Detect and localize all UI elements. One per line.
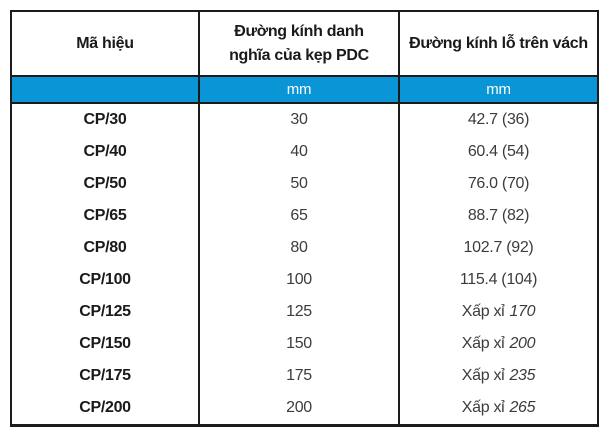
nominal-cell: 125 (200, 296, 400, 328)
hole-approx-value: 235 (509, 367, 536, 384)
hole-value: 42.7 (36) (467, 111, 530, 128)
code-cell: CP/200 (12, 392, 200, 424)
code-cell: CP/50 (12, 168, 200, 200)
hole-value: 60.4 (54) (467, 143, 530, 160)
hole-value: Xấp xỉ (461, 367, 505, 384)
nominal-cell: 175 (200, 360, 400, 392)
hole-cell: 102.7 (92) (400, 232, 597, 264)
hole-cell: Xấp xỉ 200 (400, 328, 597, 360)
code-cell: CP/30 (12, 104, 200, 136)
unit-cell-blank (12, 77, 200, 104)
unit-cell-hole-mm: mm (400, 77, 597, 104)
hole-value: 115.4 (104) (459, 271, 538, 288)
hole-cell: Xấp xỉ 170 (400, 296, 597, 328)
code-cell: CP/40 (12, 136, 200, 168)
nominal-cell: 150 (200, 328, 400, 360)
hole-cell: Xấp xỉ 265 (400, 392, 597, 424)
header-cell-nominal-diameter: Đường kính danh nghĩa của kẹp PDC (200, 12, 400, 77)
hole-cell: Xấp xỉ 235 (400, 360, 597, 392)
pdc-clamp-spec-table: Mã hiệu Đường kính danh nghĩa của kẹp PD… (10, 10, 599, 427)
hole-approx-value: 265 (509, 399, 536, 416)
header-cell-hole-diameter: Đường kính lỗ trên vách (400, 12, 597, 77)
code-cell: CP/100 (12, 264, 200, 296)
hole-approx-value: 170 (509, 303, 536, 320)
nominal-cell: 50 (200, 168, 400, 200)
nominal-cell: 65 (200, 200, 400, 232)
code-cell: CP/65 (12, 200, 200, 232)
hole-cell: 42.7 (36) (400, 104, 597, 136)
hole-value: Xấp xỉ (461, 335, 505, 352)
code-cell: CP/150 (12, 328, 200, 360)
hole-cell: 76.0 (70) (400, 168, 597, 200)
nominal-cell: 200 (200, 392, 400, 424)
hole-cell: 88.7 (82) (400, 200, 597, 232)
hole-value: Xấp xỉ (461, 303, 505, 320)
hole-value: 88.7 (82) (467, 207, 530, 224)
nominal-cell: 40 (200, 136, 400, 168)
hole-cell: 60.4 (54) (400, 136, 597, 168)
header-cell-ma-hieu: Mã hiệu (12, 12, 200, 77)
nominal-cell: 30 (200, 104, 400, 136)
code-cell: CP/80 (12, 232, 200, 264)
nominal-cell: 100 (200, 264, 400, 296)
hole-cell: 115.4 (104) (400, 264, 597, 296)
hole-value: 76.0 (70) (467, 175, 530, 192)
code-cell: CP/125 (12, 296, 200, 328)
hole-value: 102.7 (92) (463, 239, 534, 256)
nominal-cell: 80 (200, 232, 400, 264)
code-cell: CP/175 (12, 360, 200, 392)
hole-value: Xấp xỉ (461, 399, 505, 416)
unit-cell-nominal-mm: mm (200, 77, 400, 104)
hole-approx-value: 200 (509, 335, 536, 352)
